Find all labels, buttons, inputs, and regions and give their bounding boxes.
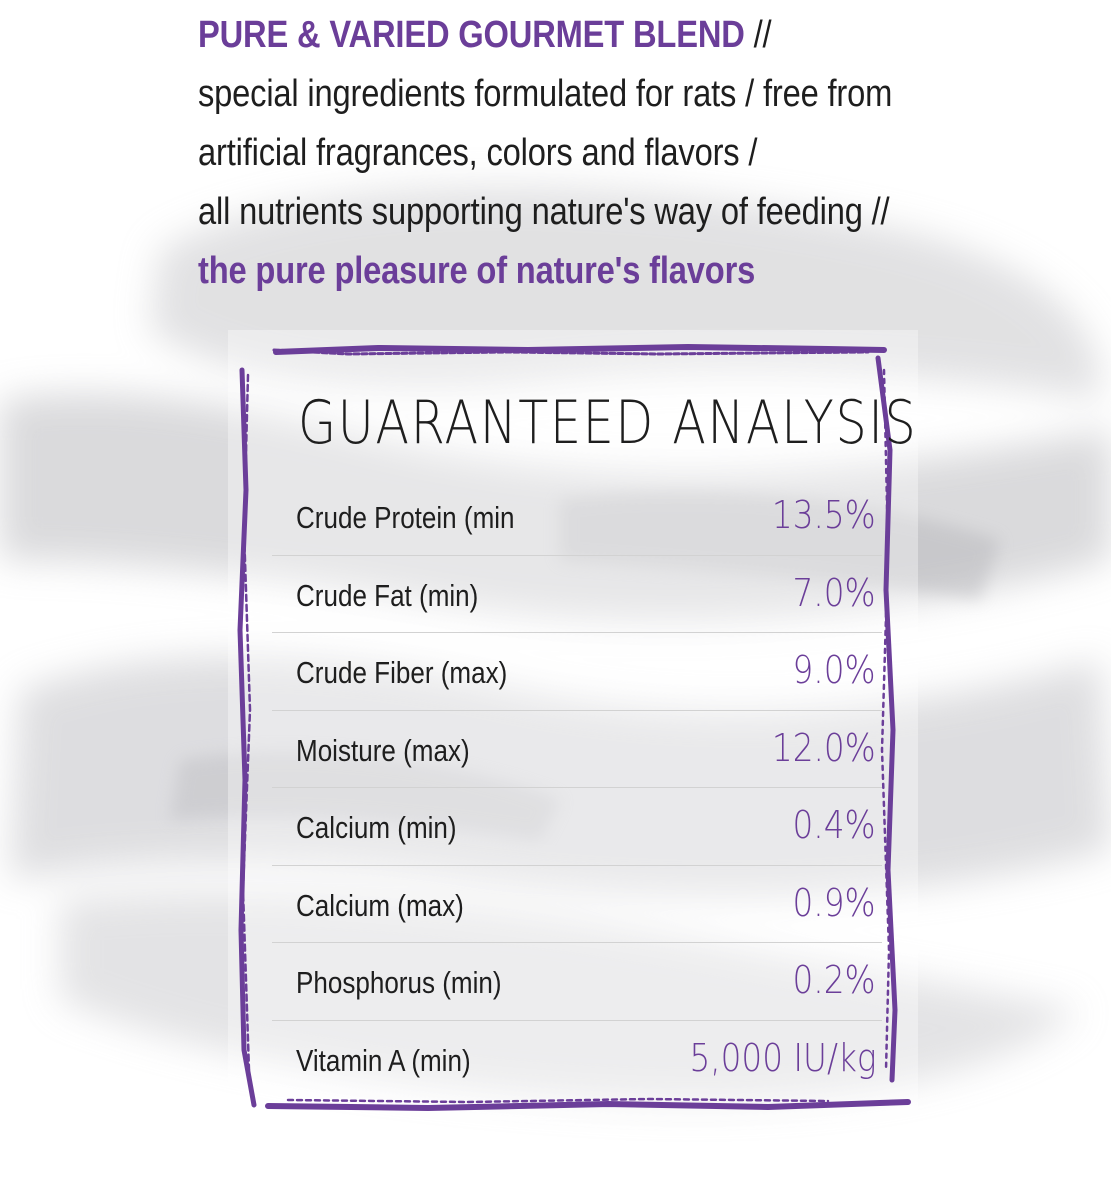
analysis-row: Crude Fiber (max) 9.0% [272, 633, 882, 711]
row-label: Crude Protein (min [296, 500, 515, 535]
intro-text: PURE & VARIED GOURMET BLEND // special i… [198, 6, 972, 301]
row-label: Calcium (max) [296, 887, 464, 923]
row-value: 0.9% [792, 880, 876, 925]
panel-title: GUARANTEED ANALYSIS [298, 388, 918, 458]
analysis-row: Calcium (max) 0.9% [272, 866, 882, 943]
row-label: Crude Fiber (max) [296, 655, 508, 690]
intro-line-3: artificial fragrances, colors and flavor… [198, 132, 758, 174]
row-label: Moisture (max) [296, 732, 470, 768]
row-value: 5,000 IU/kg [688, 1035, 876, 1080]
row-value: 0.4% [792, 803, 876, 847]
row-label: Crude Fat (min) [296, 577, 479, 613]
analysis-row: Moisture (max) 12.0% [272, 711, 882, 788]
intro-heading-line: PURE & VARIED GOURMET BLEND // [198, 6, 972, 65]
analysis-row: Phosphorus (min) 0.2% [272, 943, 882, 1021]
analysis-table: Crude Protein (min 13.5% Crude Fat (min)… [272, 478, 882, 1098]
row-value: 12.0% [772, 725, 876, 770]
row-value: 13.5% [772, 493, 876, 537]
row-label: Vitamin A (min) [296, 1042, 471, 1078]
intro-heading-suffix: // [744, 14, 772, 56]
intro-tagline: the pure pleasure of nature's flavors [198, 250, 756, 292]
row-value: 9.0% [792, 648, 876, 692]
analysis-row: Crude Protein (min 13.5% [272, 478, 882, 556]
row-value: 0.2% [792, 958, 876, 1002]
row-label: Phosphorus (min) [296, 965, 502, 1000]
intro-heading: PURE & VARIED GOURMET BLEND [198, 14, 745, 56]
intro-line-4: all nutrients supporting nature's way of… [198, 191, 890, 233]
analysis-panel-frame [228, 330, 918, 1120]
row-label: Calcium (min) [296, 810, 457, 845]
row-value: 7.0% [792, 570, 876, 615]
intro-line-2: special ingredients formulated for rats … [198, 73, 893, 115]
analysis-row: Vitamin A (min) 5,000 IU/kg [272, 1021, 882, 1099]
analysis-row: Calcium (min) 0.4% [272, 788, 882, 866]
analysis-row: Crude Fat (min) 7.0% [272, 556, 882, 633]
